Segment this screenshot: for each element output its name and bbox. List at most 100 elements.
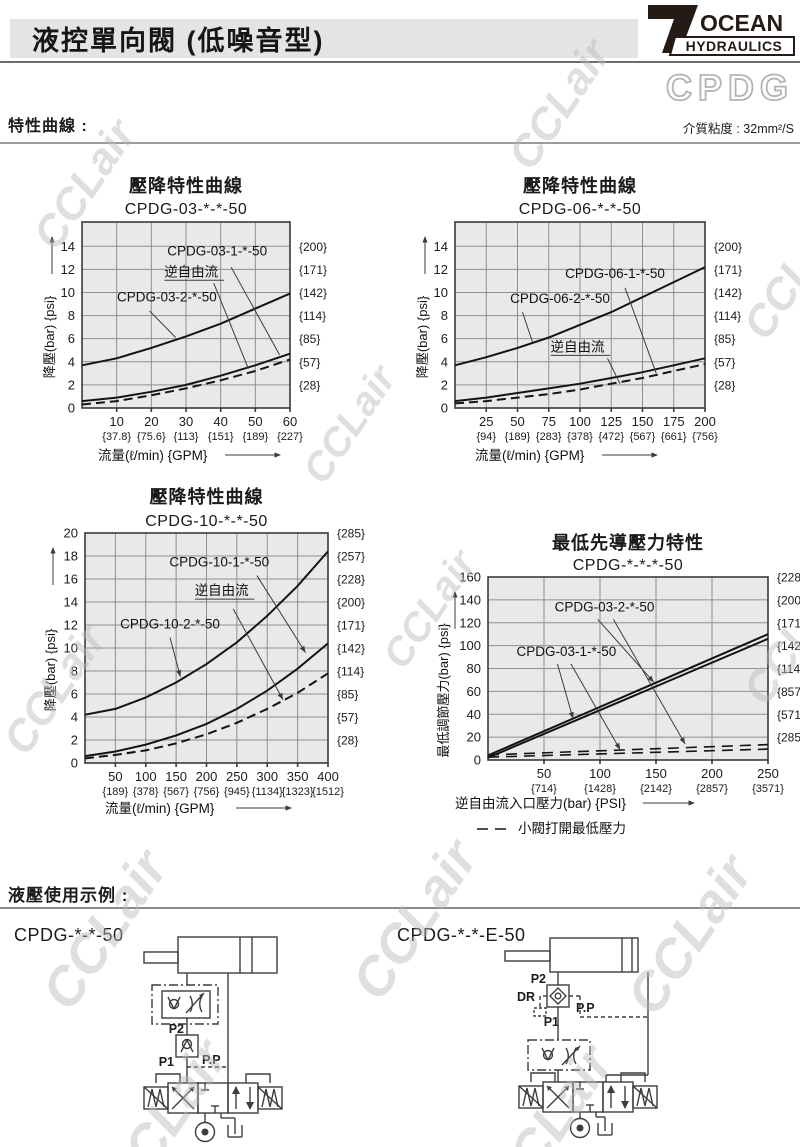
svg-text:CPDG-03-2-*-50: CPDG-03-2-*-50 — [555, 599, 655, 614]
svg-text:最低先導壓力特性: 最低先導壓力特性 — [552, 532, 704, 553]
svg-text:4: 4 — [71, 710, 78, 725]
svg-text:14: 14 — [64, 595, 78, 610]
svg-text:400: 400 — [317, 769, 339, 784]
svg-text:CPDG-10-1-*-50: CPDG-10-1-*-50 — [169, 554, 269, 569]
svg-text:小閥打開最低壓力: 小閥打開最低壓力 — [518, 820, 626, 836]
svg-text:30: 30 — [179, 414, 193, 429]
svg-text:{756}: {756} — [194, 786, 220, 798]
svg-text:{1134}: {1134} — [252, 786, 283, 798]
cylinder-barrel — [549, 937, 639, 973]
svg-text:{378}: {378} — [133, 786, 159, 798]
svg-text:降壓(bar) {psi}: 降壓(bar) {psi} — [42, 295, 57, 378]
svg-text:{85}: {85} — [337, 688, 358, 702]
series-code-text: CPDG — [666, 67, 794, 108]
port-label-p1: P1 — [544, 1015, 559, 1029]
pressure-source-icon — [569, 1117, 591, 1139]
svg-text:{142}: {142} — [714, 286, 742, 300]
svg-text:{189}: {189} — [103, 786, 129, 798]
svg-text:CPDG-*-*-*-50: CPDG-*-*-*-50 — [573, 557, 684, 574]
svg-text:{114}: {114} — [299, 309, 326, 323]
svg-text:{257}: {257} — [337, 550, 365, 564]
svg-text:14: 14 — [61, 239, 75, 254]
svg-text:4: 4 — [68, 354, 75, 369]
svg-text:{227}: {227} — [277, 431, 303, 443]
hydraulic-circuit-external-drain: P2 DR P.P P1 — [504, 937, 658, 1139]
port-label-p1: P1 — [159, 1055, 174, 1069]
svg-text:{472}: {472} — [598, 431, 624, 443]
svg-text:14: 14 — [434, 239, 448, 254]
svg-text:CPDG-03-*-*-50: CPDG-03-*-*-50 — [125, 201, 248, 218]
viscosity-note: 介質粘度 : 32mm²/S — [682, 122, 794, 136]
svg-text:{57}: {57} — [337, 711, 358, 725]
svg-text:{189}: {189} — [505, 431, 531, 443]
svg-text:CPDG-06-2-*-50: CPDG-06-2-*-50 — [510, 291, 610, 306]
svg-text:100: 100 — [589, 766, 611, 781]
svg-text:壓降特性曲線: 壓降特性曲線 — [150, 486, 264, 507]
svg-text:50: 50 — [537, 766, 551, 781]
svg-text:CPDG-03-2-*-50: CPDG-03-2-*-50 — [117, 290, 217, 305]
svg-text:6: 6 — [441, 331, 448, 346]
svg-text:8: 8 — [71, 664, 78, 679]
port-label-pp: P.P — [202, 1053, 221, 1067]
svg-text:CPDG-06-*-*-50: CPDG-06-*-*-50 — [519, 201, 642, 218]
svg-text:150: 150 — [632, 414, 654, 429]
svg-text:80: 80 — [467, 661, 481, 676]
cylinder-rod — [504, 950, 551, 962]
chart-pressure-drop-cpdg03: 壓降特性曲線 CPDG-03-*-*-50 0 2 4 6 8 10 12 14 {200} {171… — [42, 175, 327, 463]
svg-text:{945}: {945} — [224, 786, 250, 798]
throttle-icon — [189, 995, 193, 1013]
svg-text:{114}: {114} — [714, 309, 741, 323]
svg-text:{28}: {28} — [337, 734, 358, 748]
section-rule — [0, 142, 800, 144]
svg-text:逆自由流入口壓力(bar) {PSI}: 逆自由流入口壓力(bar) {PSI} — [455, 796, 627, 811]
svg-text:壓降特性曲線: 壓降特性曲線 — [129, 175, 243, 196]
svg-text:CPDG-06-1-*-50: CPDG-06-1-*-50 — [565, 266, 665, 281]
header-rule — [0, 61, 800, 63]
svg-text:60: 60 — [283, 414, 297, 429]
svg-text:100: 100 — [459, 638, 481, 653]
svg-text:200: 200 — [694, 414, 716, 429]
svg-text:20: 20 — [64, 526, 78, 541]
svg-text:{171}: {171} — [337, 619, 365, 633]
svg-text:12: 12 — [434, 262, 448, 277]
svg-text:{94}: {94} — [476, 431, 496, 443]
svg-text:250: 250 — [757, 766, 779, 781]
series-code: CPDG — [665, 66, 794, 109]
svg-text:10: 10 — [109, 414, 123, 429]
svg-text:{714}: {714} — [531, 783, 557, 795]
svg-text:{2285}: {2285} — [777, 571, 800, 585]
svg-text:CPDG-03-1-*-50: CPDG-03-1-*-50 — [167, 244, 267, 259]
svg-text:{3571}: {3571} — [752, 783, 784, 795]
svg-text:{28}: {28} — [299, 378, 320, 392]
svg-text:{200}: {200} — [337, 596, 365, 610]
cylinder-barrel — [177, 936, 278, 974]
svg-text:140: 140 — [459, 592, 481, 607]
svg-text:75: 75 — [542, 414, 556, 429]
page-title-band: 液控單向閥 (低噪音型) — [10, 19, 638, 58]
svg-text:{567}: {567} — [163, 786, 189, 798]
svg-text:流量(ℓ/min) {GPM}: 流量(ℓ/min) {GPM} — [475, 448, 585, 463]
svg-text:CPDG-03-1-*-50: CPDG-03-1-*-50 — [517, 644, 617, 659]
svg-text:{228}: {228} — [337, 573, 365, 587]
svg-text:{171}: {171} — [714, 263, 742, 277]
svg-text:350: 350 — [287, 769, 309, 784]
solenoid-icon — [518, 1085, 544, 1109]
svg-text:{2000}: {2000} — [777, 593, 800, 607]
svg-text:20: 20 — [144, 414, 158, 429]
svg-text:0: 0 — [71, 756, 78, 771]
svg-text:{142}: {142} — [337, 642, 365, 656]
flow-control-enclosure — [527, 1039, 591, 1071]
svg-text:10: 10 — [434, 285, 448, 300]
svg-text:{75.6}: {75.6} — [137, 431, 166, 443]
svg-text:{756}: {756} — [692, 431, 718, 443]
svg-text:{200}: {200} — [714, 240, 742, 254]
svg-text:25: 25 — [479, 414, 493, 429]
svg-text:2: 2 — [71, 733, 78, 748]
svg-text:{857}: {857} — [777, 685, 800, 699]
svg-text:逆自由流: 逆自由流 — [551, 339, 605, 354]
section-curves-heading: 特性曲線 : — [8, 118, 88, 135]
svg-text:{567}: {567} — [630, 431, 656, 443]
circuit-label-external-drain: CPDG-*-*-E-50 — [397, 925, 526, 945]
svg-text:{171}: {171} — [299, 263, 327, 277]
port-label-dr: DR — [517, 990, 535, 1004]
